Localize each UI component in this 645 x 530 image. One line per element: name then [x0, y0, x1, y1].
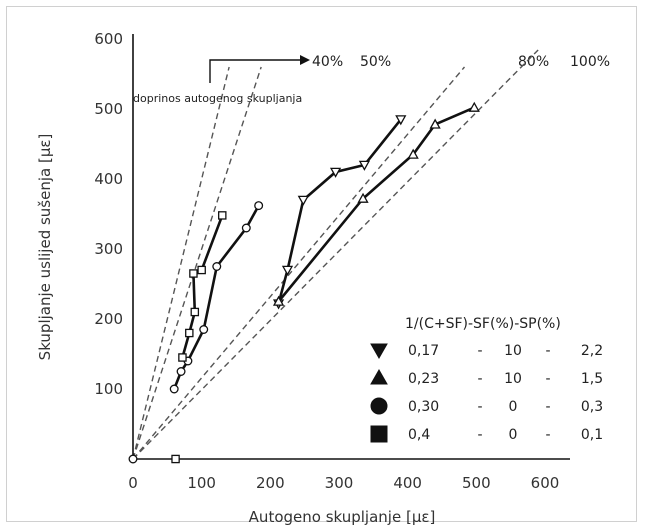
data-point-triangle-up — [429, 118, 441, 129]
legend-entry-text: 0,30 — [408, 399, 439, 415]
legend-entry-text: 10 — [504, 343, 522, 359]
y-tick-label: 100 — [94, 380, 123, 398]
reference-line — [132, 66, 466, 460]
series-line — [277, 118, 402, 304]
y-tick-label: 500 — [94, 100, 123, 118]
legend-entry-text: - — [545, 399, 550, 415]
x-tick-label: 400 — [393, 474, 422, 492]
x-axis-title: Autogeno skupljanje [με] — [249, 508, 436, 526]
data-point-circle — [128, 454, 138, 464]
legend-entry-text: - — [477, 427, 482, 443]
legend-entry-text: 0,1 — [581, 427, 603, 443]
data-series — [128, 101, 480, 464]
series-triangle-up — [272, 101, 480, 306]
reference-line-label: 50% — [360, 54, 391, 70]
legend-entry-text: 0,3 — [581, 399, 603, 415]
axes — [132, 34, 570, 460]
x-tick-label: 500 — [462, 474, 491, 492]
data-point-circle — [199, 325, 209, 334]
reference-line-label: 40% — [312, 54, 343, 70]
x-tick-label: 100 — [187, 474, 216, 492]
data-point-triangle-up — [468, 101, 480, 112]
reference-line-label: 100% — [570, 54, 610, 70]
legend-entry-text: 0,17 — [408, 343, 439, 359]
legend-marker-triangle-up — [370, 368, 388, 385]
legend-entry-text: 0 — [509, 399, 518, 415]
series-square — [171, 454, 180, 464]
x-tick-label: 200 — [256, 474, 285, 492]
x-tick-label: 300 — [325, 474, 354, 492]
y-tick-label: 300 — [94, 240, 123, 258]
y-tick-label: 400 — [94, 170, 123, 188]
reference-line — [132, 66, 262, 460]
legend-entry: 0,30 - 0 - 0,3 — [370, 397, 603, 415]
chart-frame — [6, 6, 637, 522]
legend-entry-text: 0,23 — [408, 371, 439, 387]
legend-entry-text: 1,5 — [581, 371, 603, 387]
data-point-circle — [254, 201, 264, 211]
legend-entry-text: - — [545, 427, 550, 443]
legend-entry-text: 0 — [509, 427, 518, 443]
legend-entry: 0,23 - 10 - 1,5 — [370, 368, 603, 387]
data-point-circle — [241, 223, 251, 233]
reference-lines: 40% 50% 80% 100% — [132, 49, 610, 460]
x-tick-label: 600 — [531, 474, 560, 492]
data-point-square — [189, 269, 198, 278]
y-tick-label: 600 — [94, 30, 123, 48]
legend-entry-text: 10 — [504, 371, 522, 387]
legend-entry-text: - — [545, 371, 550, 387]
y-axis-title: Skupljanje uslijed sušenja [με] — [36, 134, 54, 361]
reference-line-label: 80% — [518, 54, 549, 70]
data-point-triangle-up — [272, 295, 285, 306]
data-point-triangle-up — [357, 192, 369, 203]
data-point-triangle-down — [395, 115, 407, 126]
data-point-circle — [212, 262, 222, 271]
data-point-triangle-down — [358, 160, 371, 171]
y-tick-label: 200 — [94, 310, 123, 328]
annotation-text: doprinos autogenog skupljanja — [133, 92, 302, 105]
legend-marker-triangle-down — [370, 343, 388, 360]
data-point-square — [178, 353, 187, 362]
legend-title: 1/(C+SF)-SF(%)-SP(%) — [405, 316, 561, 332]
reference-line — [132, 66, 230, 460]
legend-entry: 0,4 - 0 - 0,1 — [370, 425, 603, 443]
legend-entry-text: - — [477, 343, 482, 359]
legend-marker-square — [370, 425, 388, 443]
series-line — [277, 106, 475, 303]
data-point-square — [218, 211, 227, 220]
annotation: doprinos autogenog skupljanja — [133, 55, 310, 105]
annotation-arrow-head — [300, 55, 310, 65]
x-tick-label: 0 — [128, 474, 138, 492]
data-point-triangle-down — [281, 265, 294, 276]
legend-entry: 0,17 - 10 - 2,2 — [370, 343, 603, 360]
legend: 1/(C+SF)-SF(%)-SP(%) 0,17 - 10 - 2,2 0,23 - 10 -… — [370, 316, 603, 443]
series-triangle-down — [272, 115, 407, 310]
data-point-square — [171, 454, 180, 464]
annotation-arrow-line — [209, 59, 300, 83]
data-point-circle — [176, 367, 186, 376]
legend-entry-text: 2,2 — [581, 343, 603, 359]
legend-entry-text: - — [477, 371, 482, 387]
reference-line — [132, 49, 539, 460]
data-point-square — [185, 328, 194, 338]
series-square — [178, 211, 227, 362]
data-point-triangle-down — [297, 195, 309, 206]
data-point-square — [197, 265, 206, 275]
data-point-circle — [169, 384, 179, 394]
series-circle — [169, 201, 264, 394]
legend-entry-text: - — [545, 343, 550, 359]
legend-marker-circle — [370, 397, 388, 415]
data-point-square — [190, 307, 200, 317]
data-point-triangle-up — [407, 148, 419, 159]
series-circle — [128, 454, 138, 464]
data-point-triangle-down — [329, 167, 342, 178]
legend-entry-text: 0,4 — [408, 427, 430, 443]
legend-entry-text: - — [477, 399, 482, 415]
